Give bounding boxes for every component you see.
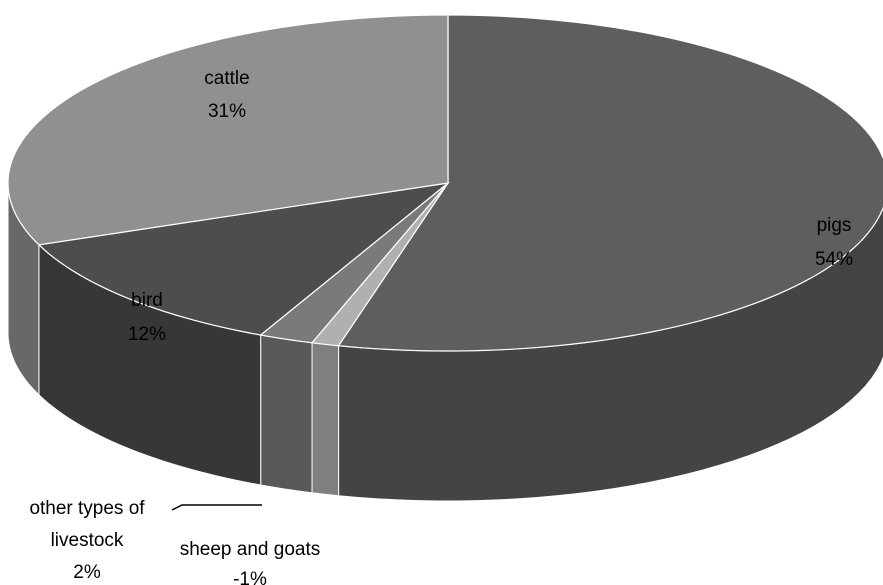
pie-tops — [7, 14, 883, 352]
pie-slice-other-types-of-livestock — [259, 182, 449, 344]
slice-label-other-name-line1: other types of — [29, 498, 145, 519]
pie-slice-cattle — [7, 14, 449, 246]
leader-line-other — [171, 504, 262, 511]
slice-label-cattle-name: cattle — [204, 68, 249, 89]
slice-label-bird-percent: 12% — [128, 324, 166, 345]
slice-label-pigs-percent: 54% — [815, 249, 853, 270]
slice-label-pigs-name: pigs — [817, 215, 852, 236]
pie-side-sheep-and-goats — [311, 342, 340, 497]
slice-label-cattle-percent: 31% — [208, 101, 246, 122]
pie-slice-pigs — [337, 14, 883, 352]
slice-label-sheep-percent: -1% — [233, 569, 267, 585]
pie-labels: pigs 54% cattle 31% bird 12% other types… — [29, 68, 853, 585]
pie-slice-bird — [37, 182, 451, 336]
slice-label-other-name-line2: livestock — [51, 530, 124, 551]
slice-label-sheep-name: sheep and goats — [180, 539, 321, 560]
slice-label-other-percent: 2% — [73, 562, 101, 583]
pie-side-other-types-of-livestock — [260, 334, 313, 494]
pie-sides — [7, 182, 883, 502]
slice-label-bird-name: bird — [131, 290, 163, 311]
